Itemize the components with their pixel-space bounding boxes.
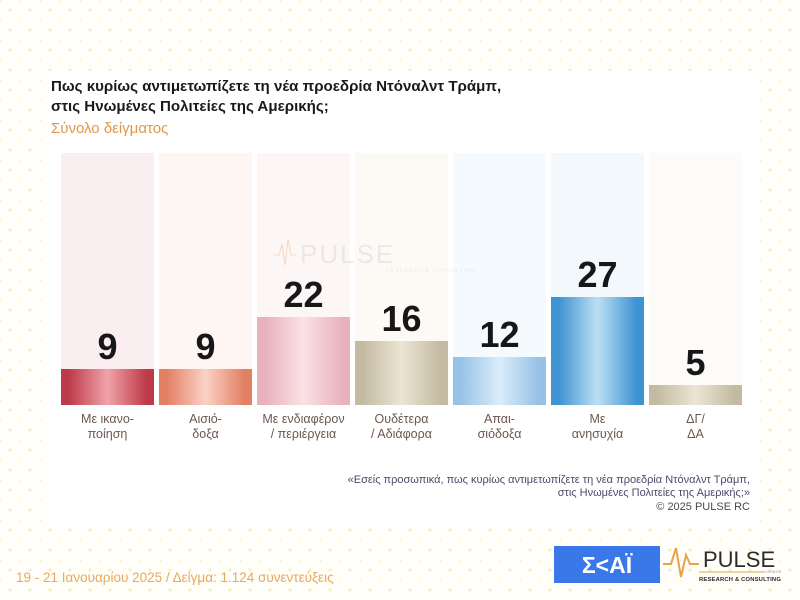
svg-text:KOEMOE: KOEMOE	[763, 569, 782, 574]
svg-text:PULSE: PULSE	[300, 239, 395, 269]
svg-text:RESEARCH & CONSULTING: RESEARCH & CONSULTING	[386, 268, 476, 274]
svg-text:Σ<ΑΪ: Σ<ΑΪ	[582, 552, 633, 578]
svg-text:RESEARCH & CONSULTING: RESEARCH & CONSULTING	[699, 577, 781, 583]
